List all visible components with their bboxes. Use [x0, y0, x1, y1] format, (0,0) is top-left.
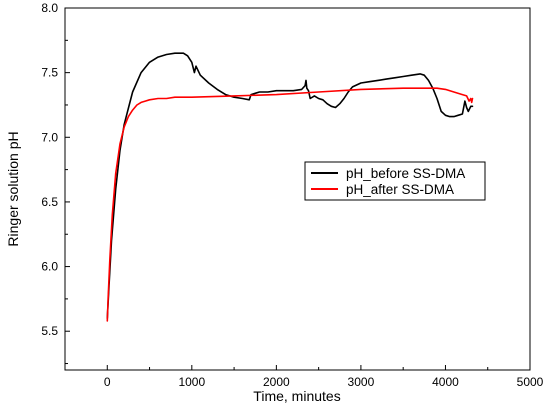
- y-tick-label: 6.5: [41, 195, 58, 209]
- y-tick-label: 7.0: [41, 130, 58, 144]
- x-tick-label: 5000: [517, 375, 544, 389]
- legend-label-after: pH_after SS-DMA: [346, 182, 454, 197]
- y-tick-label: 8.0: [41, 1, 58, 15]
- x-tick-label: 2000: [263, 375, 290, 389]
- x-tick-label: 0: [104, 375, 111, 389]
- x-tick-label: 3000: [348, 375, 375, 389]
- legend-label-before: pH_before SS-DMA: [346, 166, 465, 181]
- y-tick-label: 7.5: [41, 66, 58, 80]
- plot-frame: [64, 7, 531, 371]
- axis-ticks: 0 1000 2000 3000 4000 5000 5.5 6.0 6.5 7.0 7.5 8.0: [41, 1, 543, 389]
- series-line-before: [106, 52, 474, 320]
- legend: pH_before SS-DMA pH_after SS-DMA: [304, 161, 486, 201]
- y-axis-label: Ringer solution pH: [5, 131, 21, 246]
- x-tick-label: 4000: [432, 375, 459, 389]
- series-line-after: [106, 87, 474, 322]
- y-tick-label: 5.5: [41, 324, 58, 338]
- series-layer: [106, 52, 474, 322]
- x-tick-label: 1000: [178, 375, 205, 389]
- y-tick-label: 6.0: [41, 260, 58, 274]
- legend-box: [304, 161, 486, 201]
- x-axis-label: Time, minutes: [253, 388, 340, 404]
